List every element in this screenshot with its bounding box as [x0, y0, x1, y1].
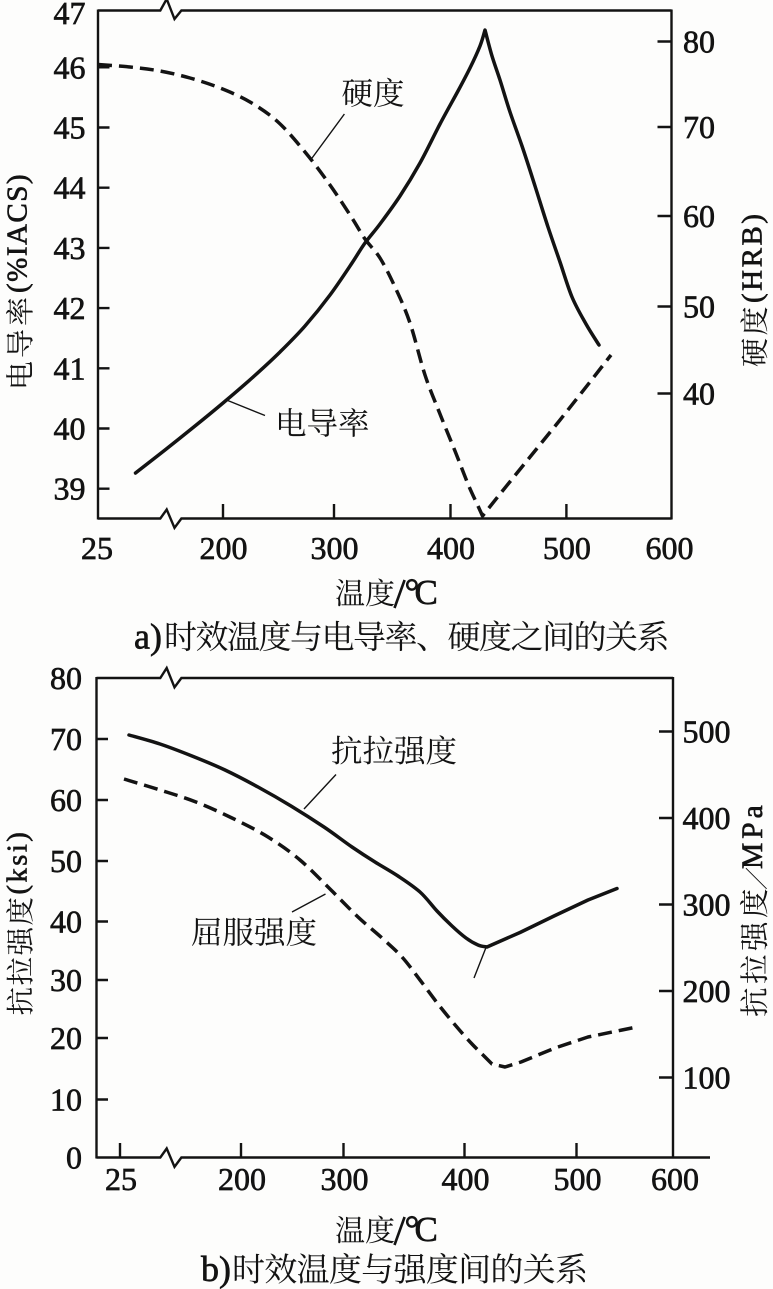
svg-text:°: ° [405, 1209, 420, 1250]
svg-text:39: 39 [54, 471, 86, 507]
svg-text:(%IACS): (%IACS) [2, 173, 34, 293]
svg-text:25: 25 [105, 1161, 137, 1197]
svg-text:400: 400 [683, 800, 731, 836]
svg-text:47: 47 [54, 0, 86, 31]
svg-text:43: 43 [54, 230, 86, 266]
svg-text:C: C [415, 573, 438, 612]
svg-text:°: ° [405, 572, 420, 613]
svg-text:70: 70 [683, 109, 715, 145]
svg-text:45: 45 [54, 110, 86, 146]
svg-text:80: 80 [683, 24, 715, 60]
svg-text:40: 40 [50, 904, 82, 940]
svg-text:10: 10 [50, 1082, 82, 1118]
svg-text:60: 60 [50, 782, 82, 818]
svg-text:500: 500 [683, 714, 731, 750]
svg-text:60: 60 [683, 198, 715, 234]
svg-text:100: 100 [683, 1060, 731, 1096]
svg-text:300: 300 [321, 1161, 369, 1197]
svg-text:200: 200 [683, 973, 731, 1009]
svg-text:500: 500 [543, 530, 591, 566]
svg-text:41: 41 [54, 350, 86, 386]
svg-text:46: 46 [54, 49, 86, 85]
svg-text:400: 400 [442, 1161, 490, 1197]
svg-text:25: 25 [81, 530, 113, 566]
svg-text:b): b) [201, 1249, 231, 1289]
svg-text:(ksi): (ksi) [3, 830, 34, 895]
svg-text:a): a) [134, 617, 162, 657]
svg-text:200: 200 [218, 1161, 266, 1197]
svg-text:MPa: MPa [737, 801, 769, 869]
svg-text:300: 300 [683, 887, 731, 923]
svg-text:300: 300 [311, 530, 359, 566]
svg-text:(HRB): (HRB) [737, 212, 769, 303]
svg-text:80: 80 [50, 660, 82, 696]
svg-text:42: 42 [54, 290, 86, 326]
svg-text:500: 500 [554, 1161, 602, 1197]
svg-text:20: 20 [50, 1020, 82, 1056]
svg-text:0: 0 [66, 1140, 82, 1176]
svg-text:40: 40 [54, 411, 86, 447]
svg-text:200: 200 [200, 530, 248, 566]
svg-text:40: 40 [683, 376, 715, 412]
svg-text:44: 44 [54, 170, 86, 206]
svg-text:400: 400 [427, 530, 475, 566]
svg-text:600: 600 [651, 1161, 699, 1197]
svg-text:C: C [415, 1210, 438, 1249]
svg-text:600: 600 [646, 530, 694, 566]
svg-text:70: 70 [50, 721, 82, 757]
svg-text:50: 50 [683, 289, 715, 325]
svg-text:30: 30 [50, 962, 82, 998]
svg-text:50: 50 [50, 843, 82, 879]
